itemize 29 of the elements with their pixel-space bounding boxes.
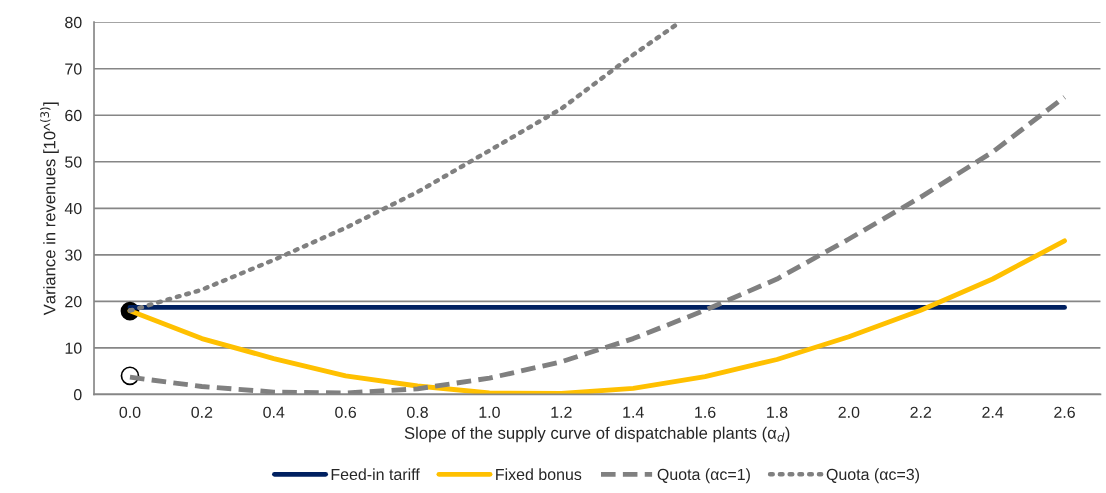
x-tick-label: 1.4	[623, 406, 644, 418]
x-tick-label: 1.2	[551, 406, 572, 418]
x-tick-label: 1.0	[479, 406, 500, 418]
x-tick-label: 0.8	[407, 406, 428, 418]
x-axis-title: Slope of the supply curve of dispatchable plants (α$_{d}$)	[404, 426, 790, 443]
y-tick-label: 60	[65, 109, 82, 122]
legend-label: Feed-in tariff	[331, 468, 420, 481]
y-tick-label: 30	[65, 249, 82, 261]
x-tick-label: 2.2	[910, 406, 932, 418]
x-tick-label: 2.0	[838, 406, 860, 418]
y-tick-label: 20	[65, 295, 82, 308]
x-tick-label: 2.4	[982, 406, 1004, 418]
y-tick-label: 80	[65, 16, 82, 29]
legend-label: Quota (αc=1)	[657, 468, 750, 484]
y-tick-label: 0	[73, 389, 82, 401]
x-tick-label: 0.4	[263, 406, 285, 418]
legend-label: Fixed bonus	[496, 468, 582, 481]
x-tick-label: 2.6	[1054, 406, 1075, 418]
legend-label: Quota (αc=3)	[826, 468, 920, 484]
x-tick-label: 1.8	[767, 406, 788, 418]
x-tick-label: 0.2	[191, 406, 213, 418]
x-tick-label: 0.6	[335, 406, 357, 418]
y-tick-label: 50	[65, 156, 82, 168]
y-tick-label: 10	[65, 342, 82, 354]
y-axis-title: Variance in revenues [10^$^{(3)}$]	[40, 102, 59, 316]
x-tick-label: 1.6	[695, 406, 716, 418]
y-tick-label: 70	[65, 63, 82, 75]
y-tick-label: 40	[64, 202, 82, 215]
x-tick-label: 0.0	[119, 406, 141, 418]
